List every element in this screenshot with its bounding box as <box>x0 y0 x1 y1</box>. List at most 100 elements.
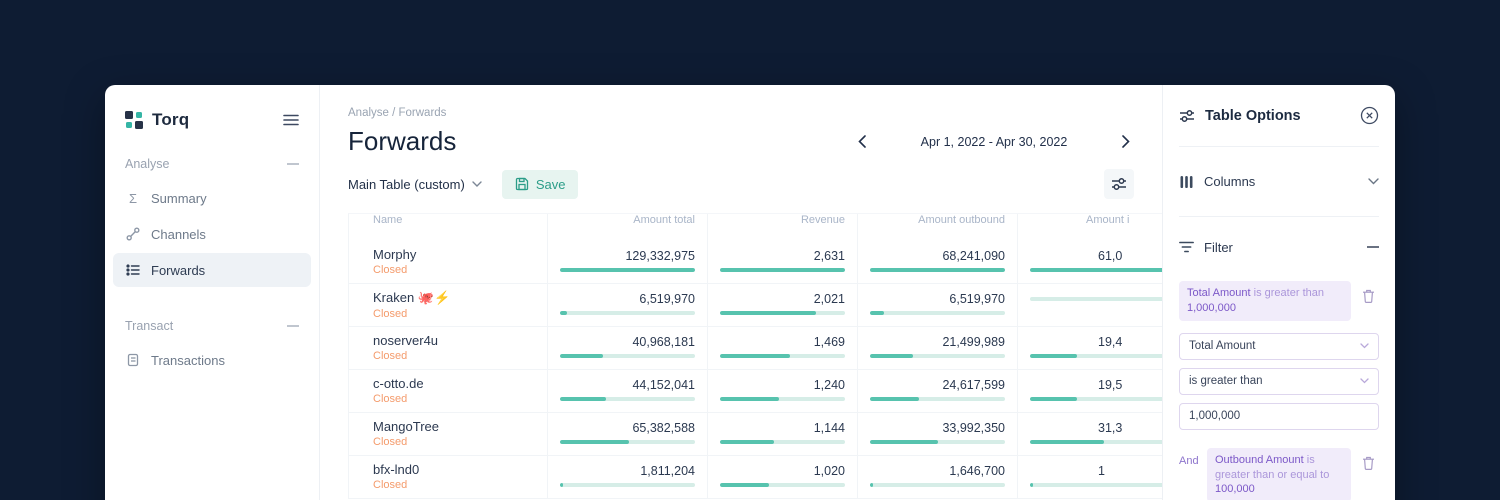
revenue-value: 1,240 <box>813 378 845 392</box>
amount-inbound-value: 31,3 <box>1098 421 1123 435</box>
amount-outbound-value: 6,519,970 <box>949 292 1005 306</box>
filter-rule-summary[interactable]: Outbound Amount is greater than or equal… <box>1207 447 1351 500</box>
amount-total-bar <box>560 311 695 315</box>
status-badge: Closed <box>373 350 408 362</box>
collapse-icon[interactable] <box>287 325 299 327</box>
table-row[interactable]: MangoTree Closed 65,382,588 1,144 33 <box>349 413 1162 456</box>
sidebar-item-transactions[interactable]: Transactions <box>113 343 311 377</box>
filter-field: Total Amount <box>1187 287 1251 299</box>
amount-inbound-bar <box>1030 397 1162 401</box>
channels-icon <box>125 227 141 241</box>
sidebar-item-channels[interactable]: Channels <box>113 217 311 251</box>
revenue-bar <box>720 354 845 358</box>
amount-total-bar <box>560 440 695 444</box>
status-badge: Closed <box>373 264 408 276</box>
app-window: Torq Analyse Σ Summary Channels Forw <box>105 85 1395 500</box>
revenue-bar <box>720 483 845 487</box>
filter-editor: Total Amount is greater than <box>1179 332 1379 438</box>
view-select-dropdown[interactable]: Main Table (custom) <box>348 177 482 192</box>
amount-outbound-bar <box>870 440 1005 444</box>
column-header-amount-outbound[interactable]: Amount outbound <box>858 214 1018 241</box>
column-header-amount-total[interactable]: Amount total <box>548 214 708 241</box>
trash-icon[interactable] <box>1357 448 1379 470</box>
amount-outbound-bar <box>870 354 1005 358</box>
table-row[interactable]: Kraken 🐙⚡ Closed 6,519,970 2,021 6, <box>349 284 1162 327</box>
node-name: c-otto.de <box>373 376 424 391</box>
status-badge: Closed <box>373 436 408 448</box>
collapse-icon[interactable] <box>1367 246 1379 248</box>
page-title: Forwards <box>348 126 457 156</box>
amount-outbound-value: 33,992,350 <box>942 421 1005 435</box>
breadcrumb: Analyse / Forwards <box>348 107 447 119</box>
filter-value-field[interactable] <box>1179 402 1379 430</box>
amount-outbound-bar <box>870 483 1005 487</box>
node-name: Kraken 🐙⚡ <box>373 290 451 305</box>
chevron-right-icon[interactable] <box>1118 131 1134 152</box>
column-header-amount-inbound[interactable]: Amount i <box>1086 214 1130 226</box>
revenue-value: 2,021 <box>813 292 845 306</box>
collapse-icon[interactable] <box>287 163 299 165</box>
trash-icon[interactable] <box>1357 281 1379 303</box>
filter-value: 100,000 <box>1215 483 1255 496</box>
column-header-revenue[interactable]: Revenue <box>708 214 858 241</box>
revenue-bar <box>720 397 845 401</box>
amount-inbound-value: 19,5 <box>1098 378 1123 392</box>
revenue-value: 1,144 <box>813 421 845 435</box>
amount-inbound-bar <box>1030 297 1162 301</box>
amount-outbound-bar <box>870 311 1005 315</box>
status-badge: Closed <box>373 393 408 405</box>
sidebar-item-label: Channels <box>151 226 206 242</box>
menu-icon[interactable] <box>283 114 299 126</box>
amount-total-bar <box>560 397 695 401</box>
columns-section-header[interactable]: Columns <box>1179 147 1379 217</box>
view-select-value: Main Table (custom) <box>348 176 465 192</box>
transactions-icon <box>125 353 141 367</box>
amount-outbound-bar <box>870 268 1005 272</box>
amount-total-value: 129,332,975 <box>625 249 695 263</box>
filter-icon <box>1179 241 1194 253</box>
revenue-bar <box>720 311 845 315</box>
filter-value: 1,000,000 <box>1187 301 1236 314</box>
chevron-down-icon <box>1360 343 1369 349</box>
filter-field-dropdown[interactable]: Total Amount <box>1179 332 1379 360</box>
table-row[interactable]: noserver4u Closed 40,968,181 1,469 2 <box>349 327 1162 370</box>
chevron-down-icon[interactable] <box>1368 178 1379 185</box>
section-label: Analyse <box>125 157 170 171</box>
save-button[interactable]: Save <box>501 169 579 199</box>
node-name: bfx-lnd0 <box>373 462 420 477</box>
date-range-value[interactable]: Apr 1, 2022 - Apr 30, 2022 <box>920 134 1068 149</box>
chevron-left-icon[interactable] <box>854 131 870 152</box>
forwards-table: Name Amount total Revenue Amount outboun… <box>348 213 1162 499</box>
amount-total-value: 65,382,588 <box>632 421 695 435</box>
table-options-button[interactable] <box>1104 169 1134 199</box>
close-icon[interactable] <box>1360 106 1379 125</box>
filter-field: Outbound Amount <box>1215 453 1304 466</box>
sidebar-item-forwards[interactable]: Forwards <box>113 253 311 287</box>
date-range-picker: Apr 1, 2022 - Apr 30, 2022 <box>854 131 1134 152</box>
amount-inbound-value: 19,4 <box>1098 335 1123 349</box>
amount-inbound-value: 1 <box>1098 464 1105 478</box>
filter-section-header[interactable]: Filter <box>1179 217 1379 277</box>
table-row[interactable]: Morphy Closed 129,332,975 2,631 68,2 <box>349 241 1162 284</box>
column-header-name[interactable]: Name <box>349 214 548 241</box>
amount-outbound-value: 21,499,989 <box>942 335 1005 349</box>
amount-total-bar <box>560 268 695 272</box>
amount-outbound-bar <box>870 397 1005 401</box>
sliders-icon <box>1179 108 1195 124</box>
table-options-panel: Table Options Columns Filter <box>1163 85 1395 500</box>
filter-operator: is greater than <box>1253 287 1324 299</box>
columns-section-label: Columns <box>1204 174 1256 189</box>
revenue-value: 1,020 <box>813 464 845 478</box>
filter-value-input[interactable] <box>1189 410 1369 423</box>
table-row[interactable]: bfx-lnd0 Closed 1,811,204 1,020 1,64 <box>349 456 1162 499</box>
sidebar-item-summary[interactable]: Σ Summary <box>113 181 311 215</box>
filter-rule-summary: Total Amount is greater than 1,000,000 <box>1179 281 1351 321</box>
table-row[interactable]: c-otto.de Closed 44,152,041 1,240 24 <box>349 370 1162 413</box>
amount-outbound-value: 68,241,090 <box>942 249 1005 263</box>
filter-operator-dropdown[interactable]: is greater than <box>1179 367 1379 395</box>
status-badge: Closed <box>373 308 408 320</box>
filter-combiner[interactable]: And <box>1179 454 1199 467</box>
save-icon <box>515 177 529 191</box>
node-name: Morphy <box>373 247 417 262</box>
node-name: noserver4u <box>373 333 439 348</box>
